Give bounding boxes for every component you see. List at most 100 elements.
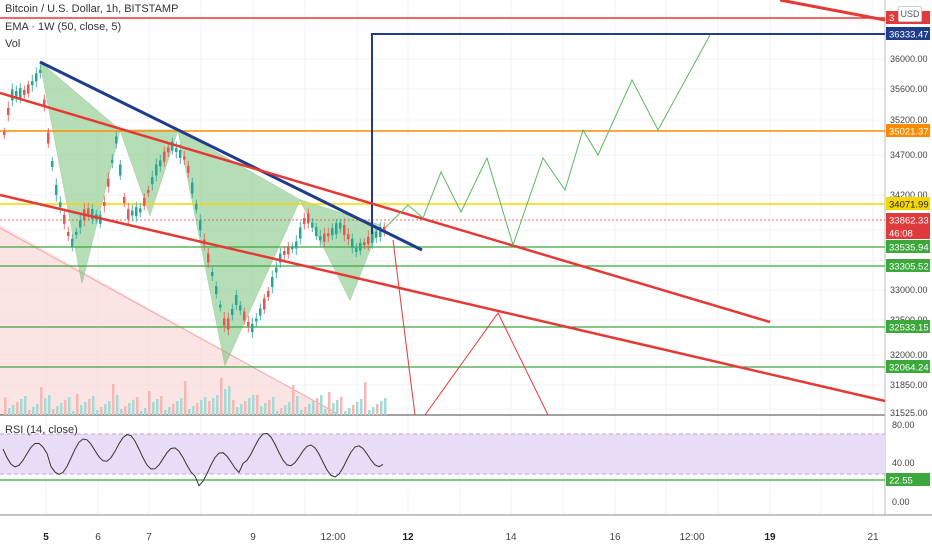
candle-body-63 xyxy=(255,318,258,322)
candle-body-75 xyxy=(303,218,306,224)
price-badge-0 xyxy=(886,27,930,40)
volume-bar-48 xyxy=(196,403,199,415)
price-badge-8 xyxy=(886,360,930,373)
candle-body-13 xyxy=(55,185,58,195)
blue-target-line xyxy=(371,33,885,234)
candle-body-46 xyxy=(187,165,190,173)
price-tick-3: 34700.00 xyxy=(890,150,928,160)
chart-title: Bitcoin / U.S. Dollar, 1h, BITSTAMP xyxy=(5,3,179,15)
candle-body-42 xyxy=(171,141,174,151)
ema-legend: EMA · 1W (50, close, 5) xyxy=(5,21,122,33)
candle-body-4 xyxy=(19,88,22,99)
candle-body-39 xyxy=(159,160,162,167)
volume-bar-85 xyxy=(344,411,347,415)
candle-body-18 xyxy=(75,231,78,235)
candle-body-64 xyxy=(259,308,262,316)
volume-bar-28 xyxy=(116,395,119,415)
candle-body-54 xyxy=(219,304,222,308)
volume-bar-39 xyxy=(160,396,163,415)
candle-body-61 xyxy=(247,322,250,326)
candle-body-90 xyxy=(363,242,366,246)
candle-body-6 xyxy=(27,84,30,94)
volume-bar-69 xyxy=(280,408,283,415)
price-tick-2: 35200.00 xyxy=(890,115,928,125)
x-tick-5: 12 xyxy=(402,532,414,543)
x-tick-2: 7 xyxy=(146,532,152,543)
volume-bar-0 xyxy=(4,397,7,415)
volume-bar-54 xyxy=(220,378,223,415)
volume-bar-17 xyxy=(72,411,75,415)
volume-bar-6 xyxy=(28,410,31,415)
candle-body-27 xyxy=(111,159,114,163)
candle-body-62 xyxy=(251,324,254,332)
volume-bar-56 xyxy=(228,386,231,415)
red-channel-lower xyxy=(0,193,886,403)
volume-bar-24 xyxy=(100,407,103,415)
candle-body-45 xyxy=(183,156,186,160)
candle-body-2 xyxy=(11,89,14,101)
vol-legend: Vol xyxy=(5,38,21,50)
volume-bar-68 xyxy=(276,411,279,415)
x-tick-10: 21 xyxy=(867,532,879,543)
x-tick-4: 12:00 xyxy=(320,532,345,543)
candle-body-48 xyxy=(195,203,198,210)
volume-bar-63 xyxy=(256,395,259,415)
candle-body-28 xyxy=(115,136,118,144)
price-badge-label-5: 33535.94 xyxy=(889,243,929,254)
price-badge-9 xyxy=(886,473,930,486)
volume-bar-40 xyxy=(164,410,167,415)
volume-bar-52 xyxy=(212,398,215,415)
candle-body-53 xyxy=(215,286,218,294)
volume-bar-27 xyxy=(112,384,115,415)
red-projection-wave xyxy=(424,312,549,416)
top-badge-label: 3 xyxy=(889,13,894,24)
ema-line xyxy=(0,227,339,415)
candle-body-86 xyxy=(347,234,350,240)
price-badge-label-3: 33862.33 xyxy=(889,216,929,227)
volume-bar-92 xyxy=(372,407,375,415)
candle-body-66 xyxy=(267,291,270,297)
x-tick-9: 19 xyxy=(764,532,776,543)
volume-bar-90 xyxy=(364,382,367,415)
candle-body-69 xyxy=(279,253,282,263)
volume-bar-15 xyxy=(64,400,67,415)
candle-body-73 xyxy=(295,241,298,249)
green-projection xyxy=(384,34,711,247)
candle-body-72 xyxy=(291,246,294,250)
price-tick-8: 31850.00 xyxy=(890,380,928,390)
price-badge-label-7: 32533.15 xyxy=(889,323,929,334)
volume-bar-79 xyxy=(320,395,323,415)
candle-body-9 xyxy=(39,69,42,73)
candle-body-47 xyxy=(191,182,194,194)
volume-bar-10 xyxy=(44,398,47,415)
candle-body-88 xyxy=(355,248,358,252)
currency-button[interactable]: USD xyxy=(898,6,922,22)
candle-body-7 xyxy=(31,81,34,86)
candle-body-95 xyxy=(383,226,386,232)
volume-bar-2 xyxy=(12,405,15,415)
volume-bar-78 xyxy=(316,398,319,415)
candle-body-32 xyxy=(131,210,134,216)
volume-bar-7 xyxy=(32,407,35,415)
rsi-tick-0: 80.00 xyxy=(892,420,915,430)
candle-body-1 xyxy=(7,108,10,115)
volume-bar-16 xyxy=(68,397,71,415)
candle-body-80 xyxy=(323,233,326,242)
rsi-line xyxy=(2,432,384,487)
candle-body-94 xyxy=(379,227,382,237)
price-badge-7 xyxy=(886,320,930,333)
candle-body-84 xyxy=(339,222,342,229)
x-tick-3: 9 xyxy=(250,532,256,543)
pattern-triangle-0 xyxy=(39,60,121,284)
volume-bar-8 xyxy=(36,404,39,415)
candle-body-29 xyxy=(119,164,122,176)
red-projection-drop xyxy=(392,239,416,416)
candle-body-8 xyxy=(35,73,38,82)
volume-bar-91 xyxy=(368,410,371,415)
volume-bar-44 xyxy=(180,398,183,415)
candle-body-31 xyxy=(127,209,130,220)
candle-body-12 xyxy=(51,161,54,167)
volume-bar-9 xyxy=(40,387,43,415)
